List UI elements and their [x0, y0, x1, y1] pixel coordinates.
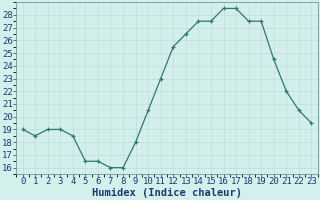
X-axis label: Humidex (Indice chaleur): Humidex (Indice chaleur) — [92, 188, 242, 198]
